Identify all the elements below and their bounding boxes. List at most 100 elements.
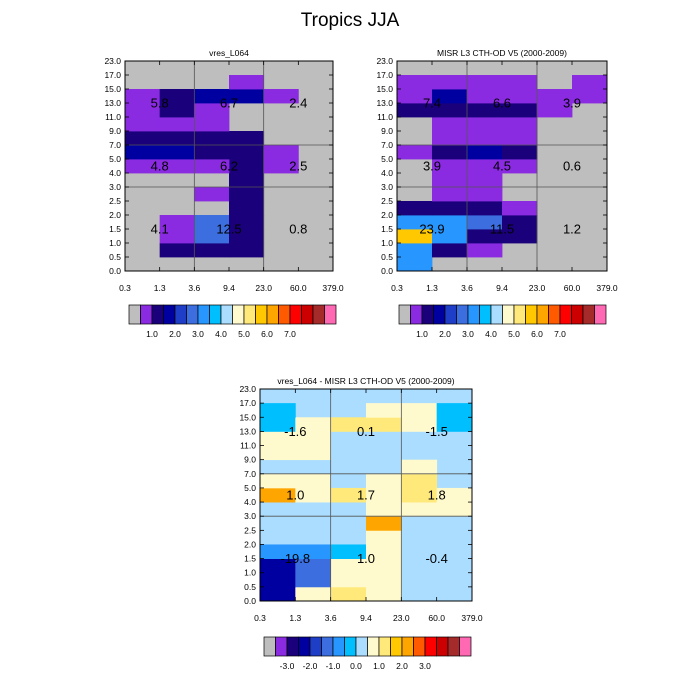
y-tick-label: 7.0: [109, 140, 121, 150]
y-tick-label: 2.0: [244, 539, 256, 549]
heatmap-cell: [397, 243, 433, 258]
heatmap-cell: [260, 403, 296, 418]
group-annotation: 0.8: [289, 222, 307, 237]
heatmap-cell: [467, 103, 503, 118]
heatmap-cell: [263, 145, 299, 160]
heatmap-cell: [260, 417, 296, 432]
colorbar-swatch: [378, 636, 391, 657]
colorbar-swatch: [436, 636, 449, 657]
group-annotation: 12.5: [216, 222, 241, 237]
colorbar-swatch: [513, 304, 526, 325]
colorbar-swatch: [398, 304, 411, 325]
y-tick-label: 5.0: [109, 154, 121, 164]
group-annotation: 1.2: [563, 222, 581, 237]
heatmap-cell: [229, 173, 265, 188]
heatmap-cell: [366, 530, 402, 545]
colorbar-label: -1.0: [326, 661, 341, 671]
group-annotation: -1.6: [284, 424, 306, 439]
colorbar-swatch: [390, 636, 403, 657]
heatmap-cell: [366, 586, 402, 602]
heatmap-cell: [159, 145, 195, 160]
heatmap-cell: [432, 243, 468, 258]
y-tick-label: 4.0: [244, 497, 256, 507]
x-tick-label: 0.3: [391, 283, 403, 293]
group-annotation: 4.8: [151, 159, 169, 174]
colorbar-label: 6.0: [531, 329, 543, 339]
colorbar-label: 4.0: [215, 329, 227, 339]
x-tick-label: 60.0: [290, 283, 307, 293]
y-tick-label: 2.5: [381, 196, 393, 206]
heatmap-cell: [467, 145, 503, 160]
colorbar-label: 3.0: [419, 661, 431, 671]
heatmap-cell: [125, 117, 161, 132]
y-tick-label: 3.0: [109, 182, 121, 192]
colorbar-swatch: [447, 636, 460, 657]
x-tick-label: 1.3: [289, 613, 301, 623]
heatmap-cell: [467, 187, 503, 202]
x-tick-label: 23.0: [529, 283, 546, 293]
colorbar-label: 2.0: [396, 661, 408, 671]
y-tick-label: 13.0: [239, 426, 256, 436]
colorbar-swatch: [490, 304, 503, 325]
colorbar-swatch: [367, 636, 380, 657]
heatmap-cell: [229, 229, 265, 244]
heatmap-cell: [467, 201, 503, 216]
colorbar-swatch: [128, 304, 141, 325]
heatmap-cell: [260, 586, 296, 602]
heatmap-cell: [432, 103, 468, 118]
heatmap-cell: [263, 159, 299, 174]
heatmap-cell: [125, 103, 161, 118]
colorbar-swatch: [401, 636, 414, 657]
heatmap-cell: [401, 487, 438, 503]
heatmap-cell: [397, 257, 433, 272]
heatmap-cell: [397, 229, 433, 244]
heatmap-cell: [366, 403, 402, 418]
group-annotation: 3.9: [423, 159, 441, 174]
y-tick-label: 3.0: [244, 511, 256, 521]
y-tick-label: 23.0: [239, 384, 256, 394]
heatmap-cell: [436, 502, 473, 517]
heatmap-cell: [159, 229, 195, 244]
y-tick-label: 23.0: [376, 56, 393, 66]
heatmap-cell: [330, 572, 367, 588]
y-tick-label: 11.0: [377, 112, 393, 122]
heatmap-cell: [260, 431, 296, 446]
colorbar-swatch: [298, 636, 311, 657]
y-tick-label: 2.0: [109, 210, 121, 220]
heatmap-cell: [366, 502, 402, 517]
heatmap-cell: [229, 243, 265, 258]
y-tick-label: 17.0: [376, 70, 393, 80]
y-tick-label: 1.5: [381, 224, 393, 234]
colorbar-swatch: [456, 304, 469, 325]
x-tick-label: 60.0: [564, 283, 581, 293]
heatmap-cell: [194, 89, 230, 104]
colorbar-swatch: [255, 304, 268, 325]
group-annotation: 2.5: [289, 159, 307, 174]
y-tick-label: 5.0: [381, 154, 393, 164]
figure-title: Tropics JJA: [300, 10, 400, 31]
colorbar-swatch: [312, 304, 325, 325]
heatmap-cell: [572, 75, 608, 90]
y-tick-label: 1.5: [244, 554, 256, 564]
y-tick-label: 15.0: [104, 84, 121, 94]
heatmap-cell: [194, 145, 230, 160]
group-annotation: 5.8: [151, 96, 169, 111]
panel-title: vres_L064 - MISR L3 CTH-OD V5 (2000-2009…: [277, 376, 454, 386]
heatmap-cell: [467, 229, 503, 244]
heatmap-cell: [366, 544, 402, 559]
heatmap-cell: [260, 487, 296, 503]
colorbar-label: -3.0: [280, 661, 295, 671]
heatmap-cell: [432, 173, 468, 188]
x-tick-label: 0.3: [119, 283, 131, 293]
heatmap-cell: [194, 117, 230, 132]
colorbar-swatch: [410, 304, 423, 325]
panel-title: vres_L064: [209, 48, 249, 58]
heatmap-cell: [263, 89, 299, 104]
y-tick-label: 7.0: [244, 469, 256, 479]
y-tick-label: 15.0: [376, 84, 393, 94]
x-tick-label: 23.0: [255, 283, 272, 293]
heatmap-cell: [260, 572, 296, 588]
x-tick-label: 1.3: [426, 283, 438, 293]
heatmap-cell: [502, 215, 538, 230]
heatmap-cell: [295, 558, 332, 574]
